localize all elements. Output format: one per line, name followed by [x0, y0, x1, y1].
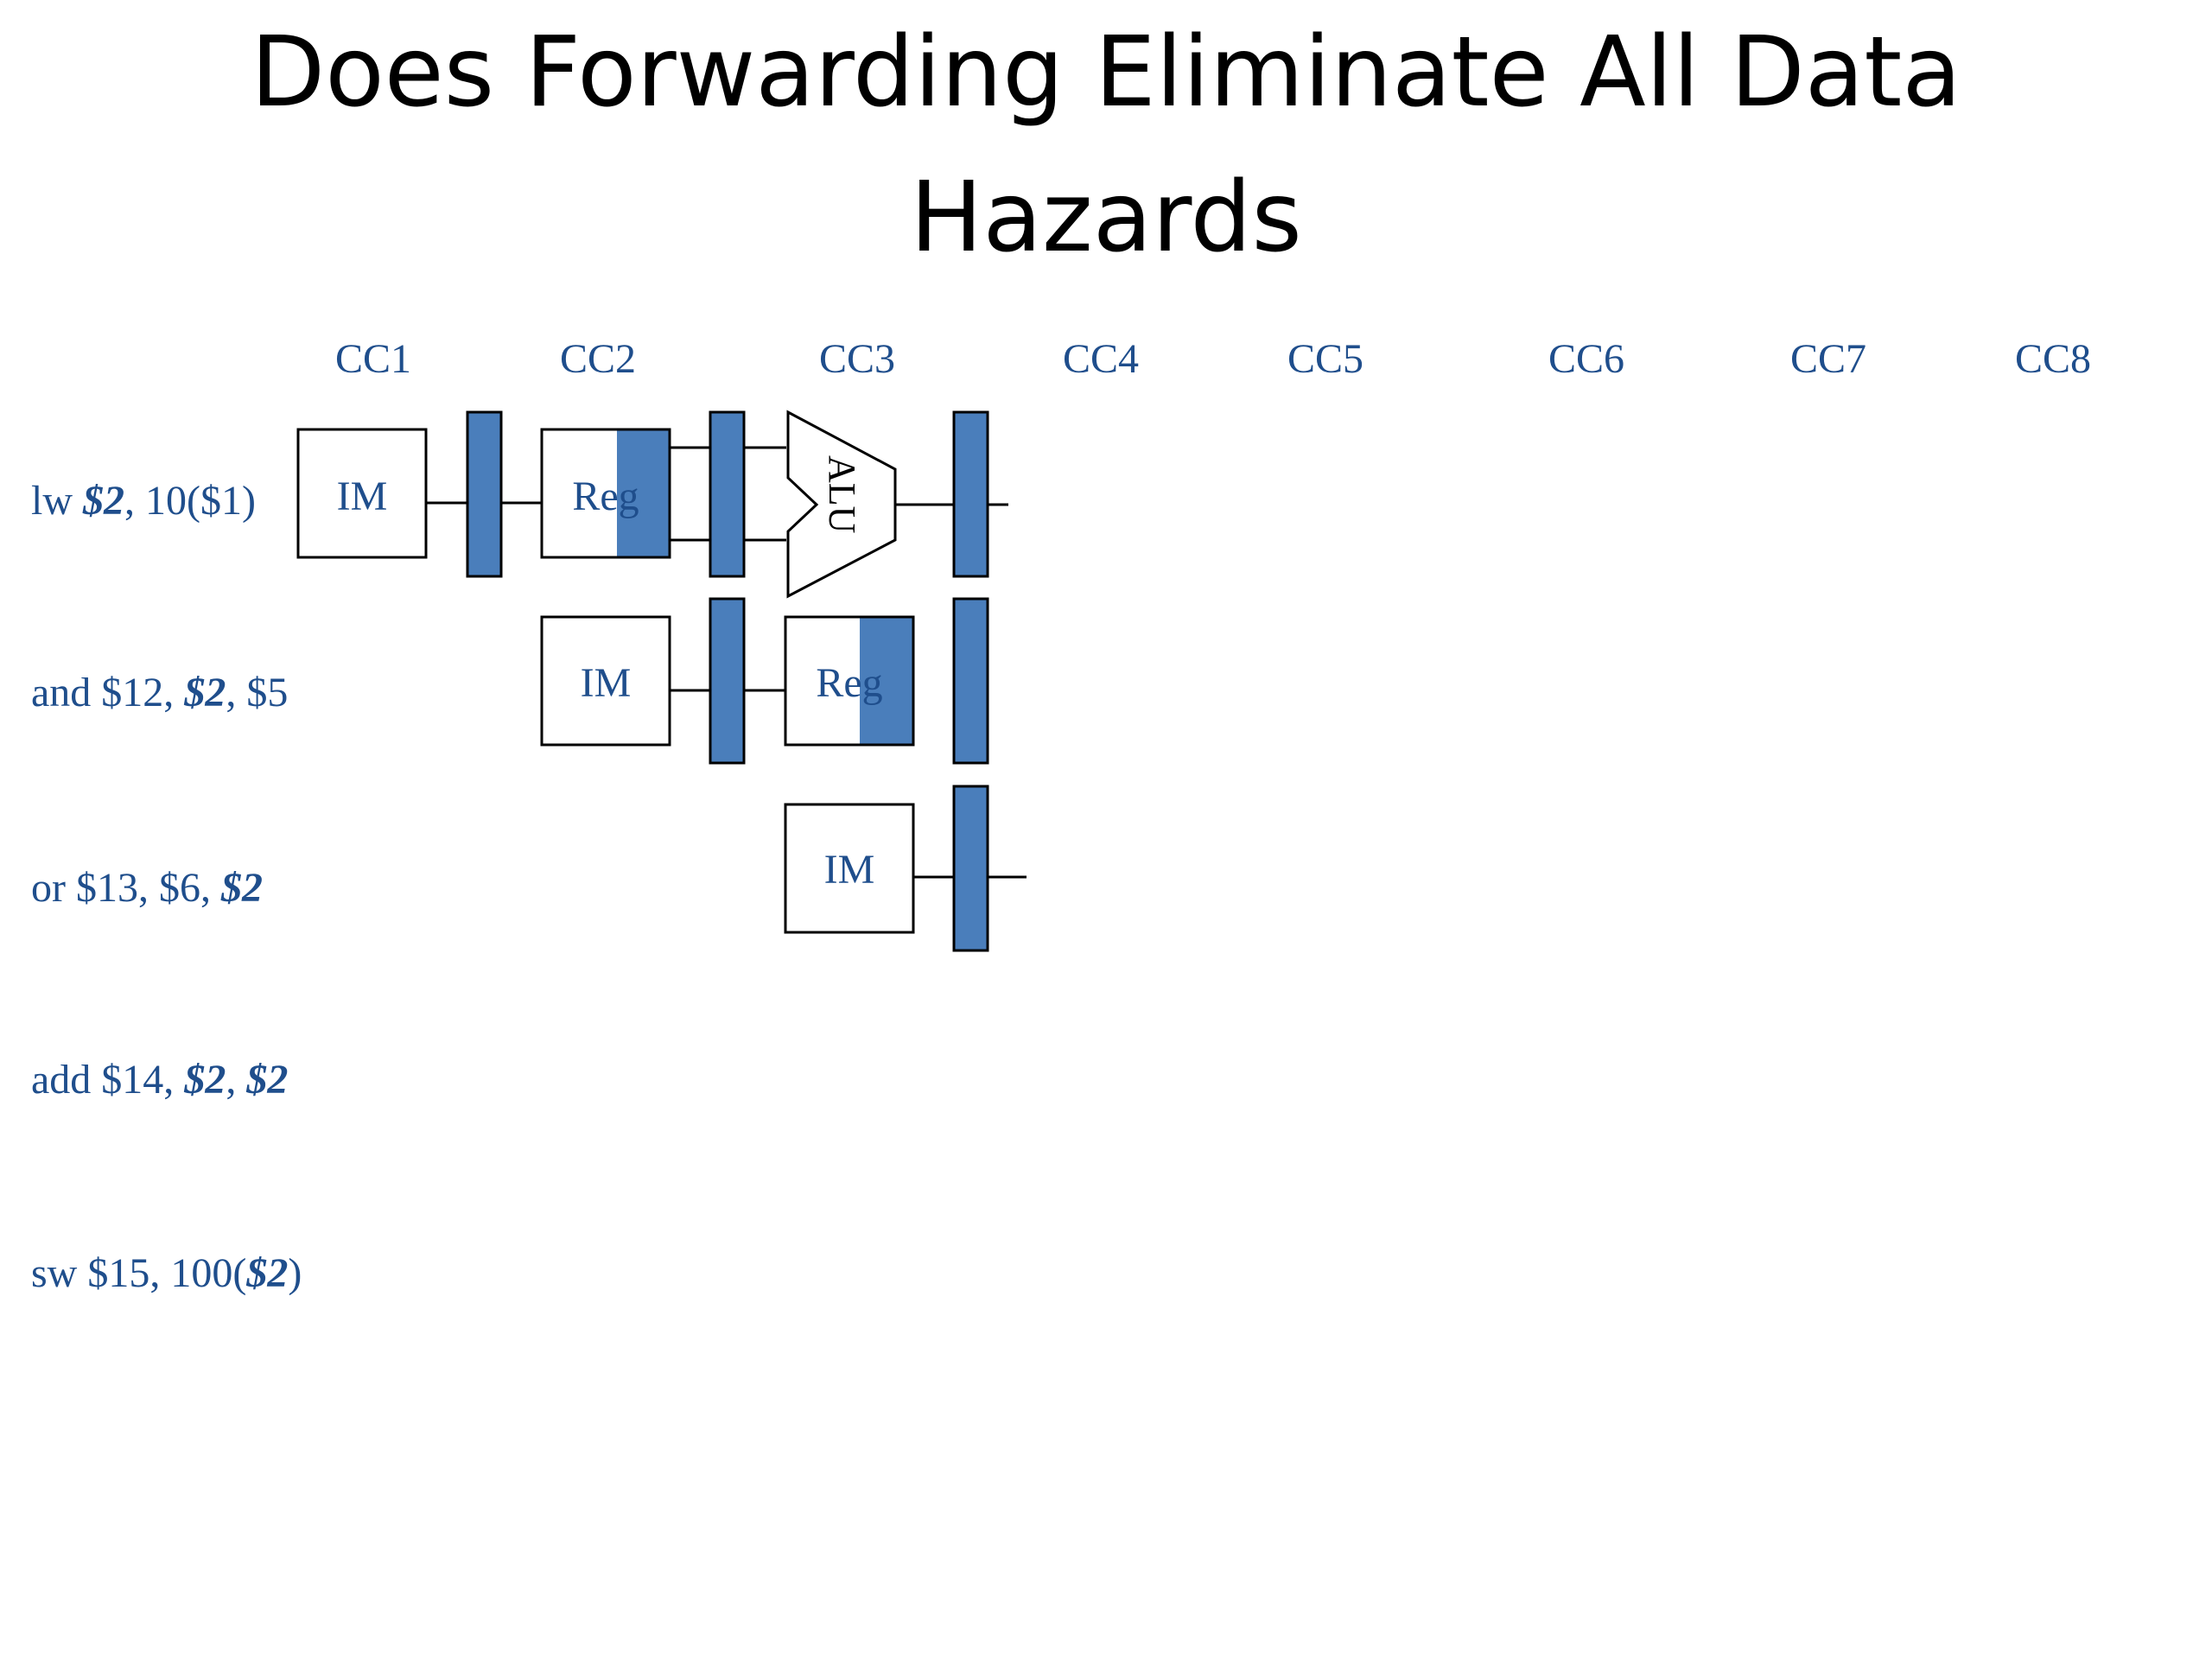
- reg-read-half: [617, 429, 670, 557]
- im-stage: [296, 428, 428, 559]
- instruction-5: sw $15, 100($2): [31, 1249, 302, 1297]
- instruction-text: and $12,: [31, 670, 185, 715]
- register-operand: $2: [184, 670, 226, 715]
- reg-stage-label: Reg: [816, 660, 882, 706]
- title-line-1: Does Forwarding Eliminate All Data: [251, 16, 1961, 129]
- pipeline-register: [709, 597, 746, 765]
- pipeline-register: [952, 597, 989, 765]
- alu-shape: [786, 410, 897, 599]
- slide-title: Does Forwarding Eliminate All Data Hazar…: [0, 0, 2212, 290]
- pipeline-row-and: IM Reg: [540, 597, 989, 765]
- cc-label-4: CC4: [1062, 336, 1140, 382]
- im-stage-label: IM: [824, 847, 875, 893]
- instruction-1: lw $2, 10($1): [31, 477, 256, 524]
- pipeline-register: [952, 785, 989, 952]
- title-line-2: Hazards: [910, 162, 1302, 274]
- cc-label-5: CC5: [1287, 336, 1364, 382]
- pipeline-register: [466, 410, 503, 578]
- instruction-text: lw: [31, 478, 83, 524]
- instruction-text: ,: [226, 1057, 247, 1103]
- register-operand: $2: [246, 1057, 289, 1103]
- alu-label: ALU: [821, 455, 863, 533]
- instruction-text: , $5: [226, 670, 289, 715]
- cc-label-3: CC3: [818, 336, 896, 382]
- pipeline-row-or: IM: [784, 785, 1027, 952]
- reg-stage-border: [540, 428, 671, 559]
- cc-label-6: CC6: [1548, 336, 1625, 382]
- instruction-text: add $14,: [31, 1057, 185, 1103]
- reg-stage-border: [784, 615, 915, 747]
- register-operand: $2: [83, 478, 124, 524]
- im-stage: [540, 615, 671, 747]
- register-operand: $2: [246, 1250, 289, 1296]
- im-stage-label: IM: [337, 474, 388, 519]
- register-operand: $2: [184, 1057, 226, 1103]
- pipeline-register: [709, 410, 746, 578]
- cc-label-7: CC7: [1789, 336, 1867, 382]
- instruction-text: sw $15, 100(: [31, 1250, 247, 1296]
- cc-label-2: CC2: [559, 336, 637, 382]
- reg-stage-label: Reg: [572, 474, 639, 519]
- instruction-text: , 10($1): [124, 478, 256, 524]
- cc-label-8: CC8: [2014, 336, 2092, 382]
- instruction-2: and $12, $2, $5: [31, 669, 288, 716]
- instruction-text: ): [288, 1250, 302, 1296]
- instruction-4: add $14, $2, $2: [31, 1056, 288, 1103]
- pipeline-row-lw: IM Reg ALU: [296, 410, 1008, 599]
- instruction-3: or $13, $6, $2: [31, 864, 263, 912]
- reg-read-half: [860, 617, 913, 745]
- instruction-text: or $13, $6,: [31, 865, 221, 911]
- im-stage-label: IM: [581, 660, 632, 706]
- register-operand: $2: [220, 865, 263, 911]
- pipeline-register: [952, 410, 989, 578]
- cc-label-1: CC1: [334, 336, 412, 382]
- im-stage: [784, 803, 915, 934]
